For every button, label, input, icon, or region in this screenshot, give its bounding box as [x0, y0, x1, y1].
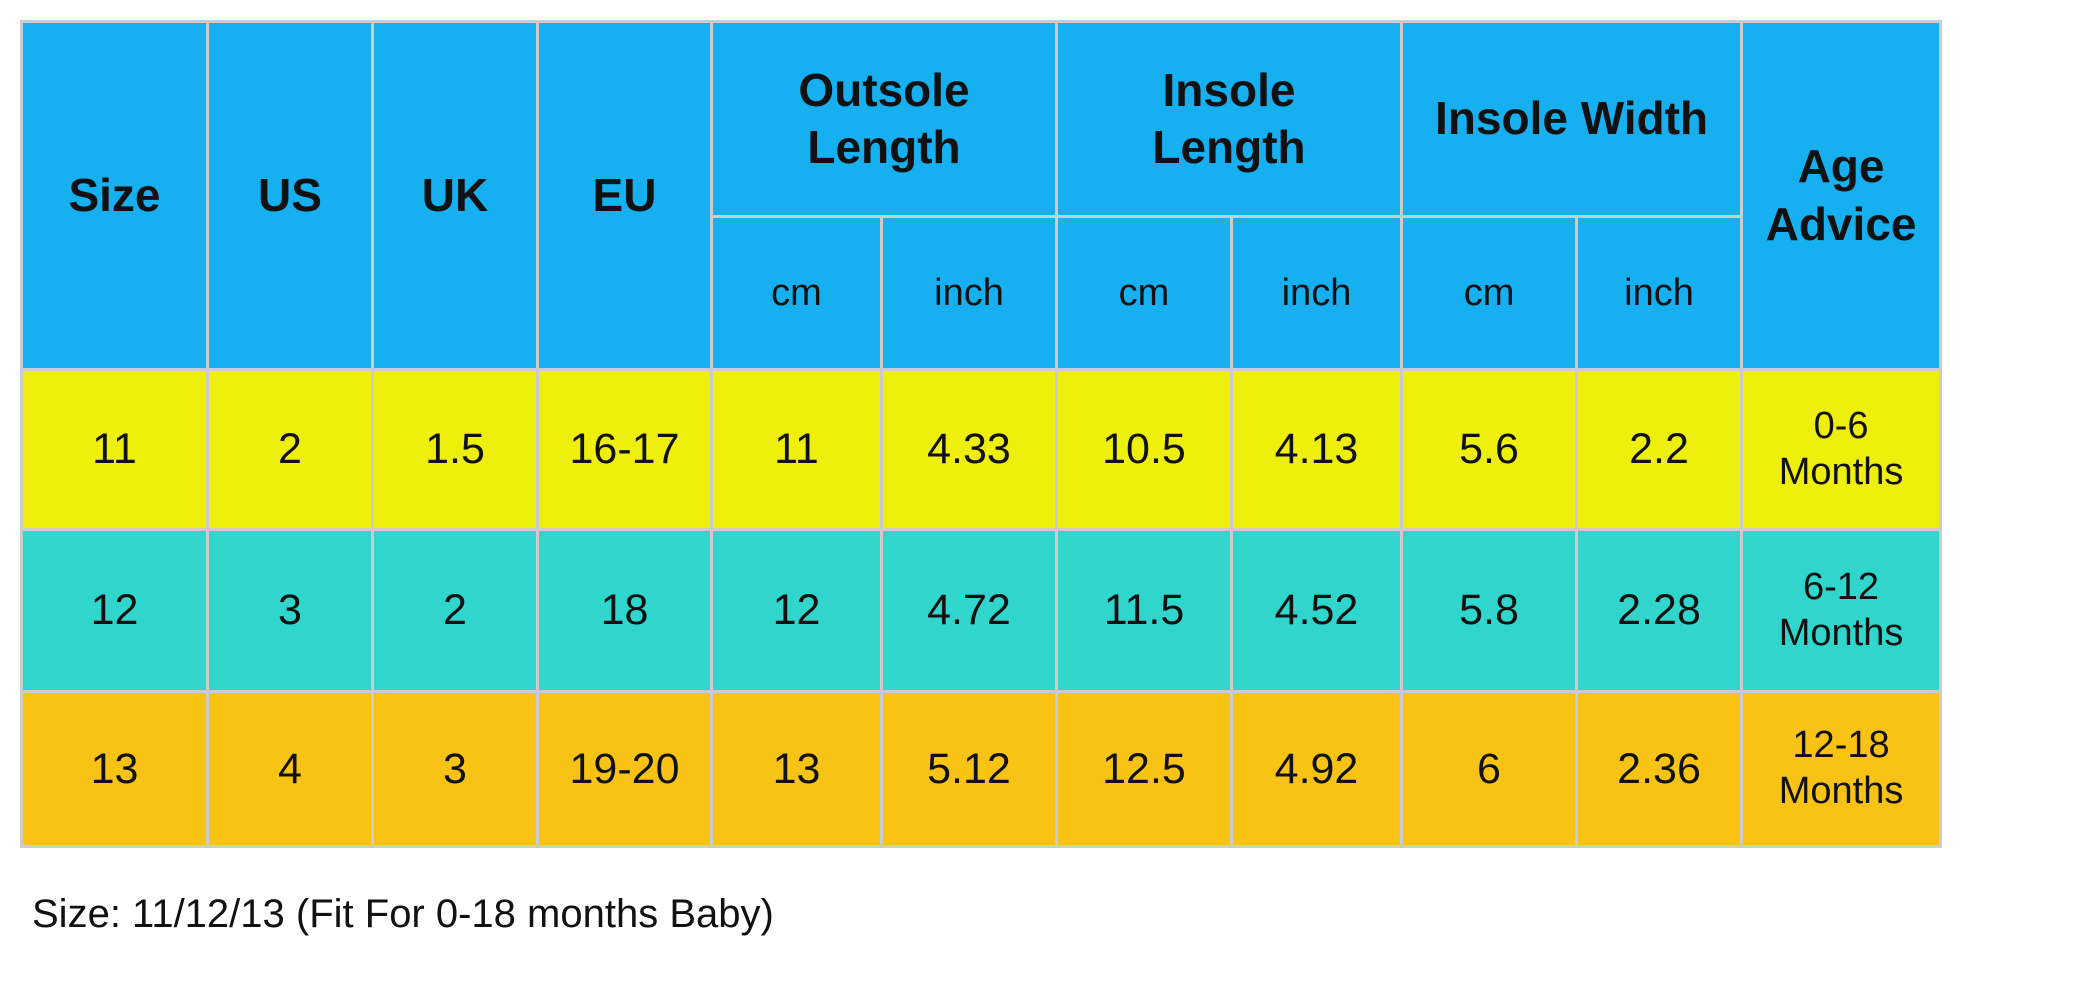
- header-outsole-length: Outsole Length: [710, 20, 1058, 218]
- unit-outsole-inch: inch: [880, 215, 1058, 371]
- cell-size: 12: [20, 528, 209, 693]
- cell-width-cm: 5.8: [1400, 528, 1579, 693]
- cell-outsole-inch: 4.33: [880, 368, 1058, 531]
- cell-insole-inch: 4.13: [1229, 368, 1404, 531]
- cell-insole-cm: 11.5: [1055, 528, 1233, 693]
- cell-eu: 18: [536, 528, 713, 693]
- cell-eu: 16-17: [536, 368, 713, 531]
- cell-uk: 3: [371, 690, 539, 848]
- cell-outsole-cm: 12: [710, 528, 883, 693]
- header-size: Size: [20, 20, 209, 371]
- header-insole-length: Insole Length: [1054, 20, 1404, 218]
- size-note: Size: 11/12/13 (Fit For 0-18 months Baby…: [32, 892, 774, 936]
- cell-insole-inch: 4.52: [1229, 528, 1404, 693]
- cell-insole-cm: 12.5: [1055, 690, 1233, 848]
- cell-width-cm: 6: [1400, 690, 1579, 848]
- size-chart-table: Size US UK EU Outsole Length Insole Leng…: [20, 20, 1943, 848]
- cell-insole-inch: 4.92: [1229, 690, 1404, 848]
- cell-width-inch: 2.2: [1575, 368, 1744, 531]
- cell-us: 2: [206, 368, 374, 531]
- cell-us: 4: [206, 690, 374, 848]
- cell-us: 3: [206, 528, 374, 693]
- unit-insole-inch: inch: [1229, 215, 1404, 371]
- cell-age-advice: 0-6 Months: [1740, 368, 1943, 531]
- cell-width-cm: 5.6: [1400, 368, 1579, 531]
- cell-outsole-inch: 4.72: [880, 528, 1058, 693]
- cell-uk: 1.5: [371, 368, 539, 531]
- cell-outsole-cm: 13: [710, 690, 883, 848]
- header-uk: UK: [371, 20, 539, 371]
- unit-width-cm: cm: [1400, 215, 1579, 371]
- unit-outsole-cm: cm: [710, 215, 883, 371]
- unit-insole-cm: cm: [1055, 215, 1233, 371]
- table-row-size-11: 11 2 1.5 16-17 11 4.33 10.5 4.13 5.6 2.2…: [20, 368, 1943, 531]
- cell-uk: 2: [371, 528, 539, 693]
- cell-insole-cm: 10.5: [1055, 368, 1233, 531]
- cell-size: 13: [20, 690, 209, 848]
- cell-outsole-cm: 11: [710, 368, 883, 531]
- unit-width-inch: inch: [1575, 215, 1744, 371]
- header-insole-width: Insole Width: [1400, 20, 1744, 218]
- header-age-advice: Age Advice: [1740, 20, 1943, 371]
- table-row-size-12: 12 3 2 18 12 4.72 11.5 4.52 5.8 2.28 6-1…: [20, 528, 1943, 693]
- table-row-size-13: 13 4 3 19-20 13 5.12 12.5 4.92 6 2.36 12…: [20, 690, 1943, 848]
- cell-eu: 19-20: [536, 690, 713, 848]
- header-eu: EU: [536, 20, 713, 371]
- cell-size: 11: [20, 368, 209, 531]
- cell-outsole-inch: 5.12: [880, 690, 1058, 848]
- cell-age-advice: 12-18 Months: [1740, 690, 1943, 848]
- cell-width-inch: 2.28: [1575, 528, 1744, 693]
- header-us: US: [206, 20, 374, 371]
- cell-age-advice: 6-12 Months: [1740, 528, 1943, 693]
- cell-width-inch: 2.36: [1575, 690, 1744, 848]
